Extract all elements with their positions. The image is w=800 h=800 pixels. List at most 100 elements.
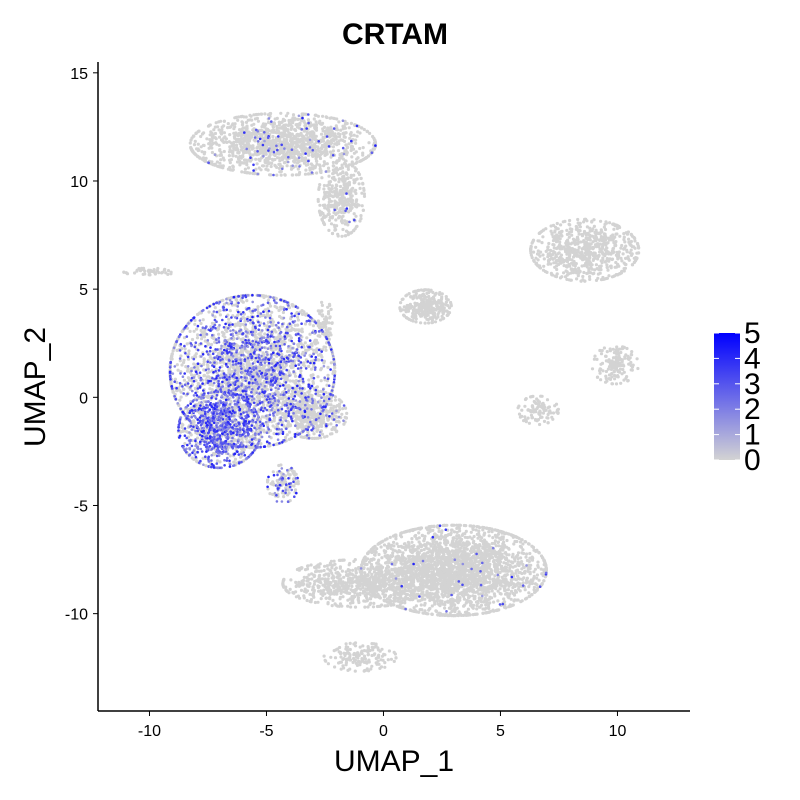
cell-point — [293, 419, 297, 423]
cell-point — [557, 234, 561, 238]
cell-point — [219, 158, 223, 162]
cell-point — [297, 423, 301, 427]
cell-point — [412, 294, 416, 298]
cell-point — [312, 421, 316, 425]
cell-point — [330, 216, 334, 220]
cell-point — [256, 305, 260, 309]
cell-point — [444, 303, 448, 307]
cell-point — [275, 354, 279, 358]
cell-point — [271, 125, 275, 129]
cell-point — [196, 130, 200, 134]
cell-point — [317, 187, 321, 191]
cell-point — [284, 435, 288, 440]
cell-point — [254, 157, 258, 161]
cell-point — [323, 195, 327, 200]
cell-point — [423, 321, 427, 325]
cell-point — [226, 122, 230, 126]
cell-point — [293, 145, 298, 149]
cell-point — [247, 350, 251, 354]
cell-point — [407, 317, 411, 321]
cell-point — [270, 129, 274, 133]
cell-point — [414, 317, 418, 321]
cell-point — [195, 147, 199, 151]
cell-point — [356, 130, 360, 134]
cell-point — [334, 212, 338, 216]
cell-point — [271, 134, 275, 139]
cell-point — [234, 143, 239, 147]
cell-point — [358, 186, 362, 190]
cell-point — [233, 457, 238, 461]
cell-point — [236, 157, 241, 161]
cell-point — [314, 120, 318, 124]
cell-point — [290, 132, 294, 136]
cell-point — [195, 336, 200, 340]
cell-point — [245, 163, 249, 167]
cell-point — [262, 428, 266, 432]
cell-point — [275, 173, 279, 177]
cell-point — [291, 152, 295, 156]
cell-point — [331, 171, 336, 175]
cell-point — [257, 112, 261, 116]
cell-point — [187, 352, 191, 356]
cell-point — [328, 135, 332, 139]
cell-point — [277, 130, 281, 134]
cell-point — [242, 448, 246, 452]
cell-point — [365, 129, 369, 133]
cell-point — [226, 167, 230, 171]
cell-point — [295, 125, 300, 129]
cell-point — [577, 232, 581, 236]
cell-point — [295, 415, 300, 419]
cell-point — [335, 128, 340, 132]
cell-point — [419, 296, 423, 300]
cell-point — [317, 121, 321, 125]
cell-point — [291, 116, 295, 120]
cell-point — [324, 348, 328, 352]
cell-point — [213, 306, 217, 310]
cell-point — [326, 195, 330, 199]
cell-point — [253, 133, 257, 137]
cell-point — [294, 164, 298, 168]
cell-point — [252, 171, 256, 175]
cell-point — [324, 146, 328, 150]
cell-point — [449, 300, 453, 305]
cell-point — [278, 334, 282, 338]
cell-point — [259, 442, 263, 446]
cell-point — [314, 157, 318, 161]
cell-point — [571, 237, 576, 241]
cell-point — [341, 138, 345, 142]
cell-point — [428, 298, 432, 302]
cell-point — [333, 398, 337, 402]
cell-point — [267, 129, 271, 133]
cell-point — [361, 146, 365, 150]
cell-point — [354, 178, 358, 182]
cell-point — [407, 292, 411, 296]
cell-point — [253, 152, 257, 156]
cell-point — [216, 351, 221, 356]
cell-point — [305, 138, 309, 142]
cell-point — [302, 361, 306, 365]
cell-point — [313, 165, 317, 169]
cell-point — [419, 312, 424, 316]
cell-point — [332, 177, 336, 181]
cell-point — [327, 127, 331, 131]
cell-point — [320, 146, 324, 150]
cell-point — [208, 145, 212, 149]
cell-point — [291, 304, 295, 308]
cell-point — [446, 313, 450, 317]
cell-point — [235, 344, 240, 348]
cell-point — [337, 214, 341, 218]
cell-point — [414, 320, 418, 324]
cell-point — [301, 424, 305, 428]
cell-point — [326, 409, 330, 413]
cell-point — [263, 112, 267, 116]
cell-point — [419, 321, 423, 325]
cell-point — [211, 136, 215, 140]
cell-point — [309, 140, 313, 144]
cell-point — [281, 150, 285, 154]
cell-point — [222, 119, 226, 123]
cell-point — [353, 123, 357, 127]
scatter-points — [122, 111, 641, 673]
cell-point — [323, 142, 327, 147]
cell-point — [319, 420, 323, 424]
cell-point — [288, 473, 292, 477]
